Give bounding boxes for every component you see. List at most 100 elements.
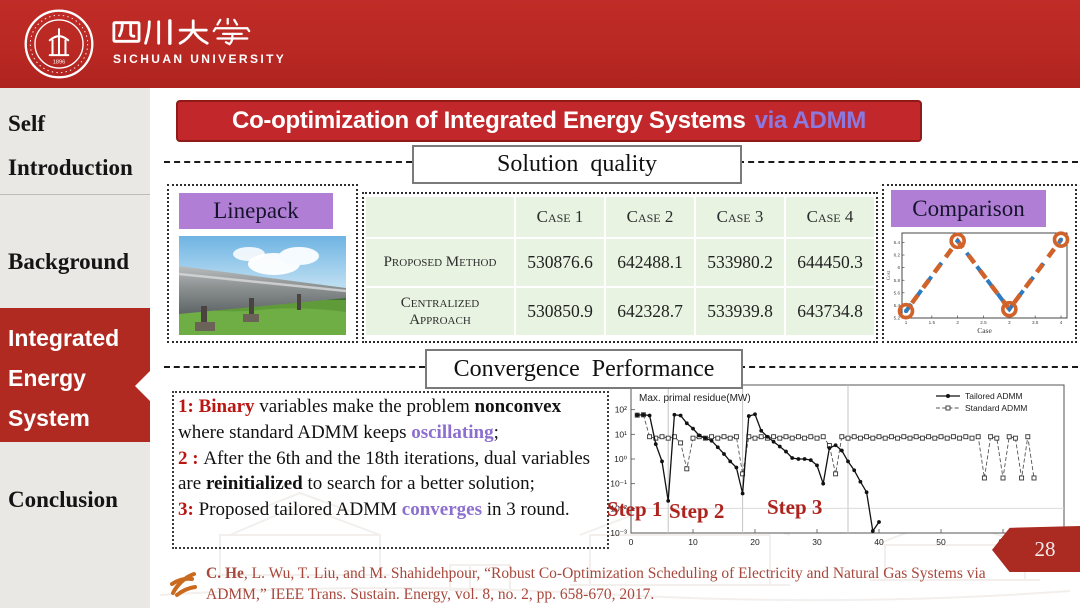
svg-text:5.8: 5.8 <box>894 278 901 283</box>
section-header-convergence: Convergence Performance <box>425 349 743 389</box>
notes-content: 1: Binary variables make the problem non… <box>178 394 602 523</box>
svg-text:5.6: 5.6 <box>894 290 901 295</box>
citation-segment: , L. Wu, T. Liu, and M. Shahidehpour, “R… <box>206 565 986 603</box>
note-segment: where standard ADMM keeps <box>178 421 412 443</box>
svg-text:4: 4 <box>1060 320 1063 325</box>
note-segment: converges <box>401 499 482 521</box>
sidebar-nav: Self Introduction Background Integrated … <box>0 88 150 608</box>
notes-panel <box>172 391 609 549</box>
table-header-cell: Case 2 <box>606 197 694 237</box>
svg-text:10⁰: 10⁰ <box>614 454 627 464</box>
dashed-rule <box>739 366 1078 368</box>
svg-text:10: 10 <box>688 537 698 547</box>
step-annotation: Step 2 <box>669 499 725 523</box>
table-row-label: Proposed Method <box>366 239 514 286</box>
table-header-cell: Case 4 <box>786 197 874 237</box>
note-segment: ; <box>493 421 499 443</box>
svg-text:Tailored ADMM: Tailored ADMM <box>965 391 1023 401</box>
slide-title-suffix: via ADMM <box>754 107 867 134</box>
svg-text:1.5: 1.5 <box>929 320 936 325</box>
note-segment: oscillating <box>411 421 494 443</box>
svg-text:6.2: 6.2 <box>894 253 901 258</box>
svg-text:6.4: 6.4 <box>894 240 901 245</box>
note-segment: After the 6th and the 18th iterations, d… <box>178 447 591 495</box>
svg-text:5.2: 5.2 <box>894 316 901 321</box>
table-cell: 530850.9 <box>516 288 604 335</box>
svg-text:3: 3 <box>1008 320 1011 325</box>
sidebar-item-conclusion[interactable]: Conclusion <box>8 487 118 512</box>
sidebar-divider <box>0 194 150 195</box>
comparison-chart: 5.2 5.4 5.6 5.8 6 6.2 6.4 1 1.5 2 2.5 3 … <box>887 231 1070 335</box>
linepack-label: Linepack <box>179 193 333 229</box>
sidebar-item-background[interactable]: Background <box>8 249 130 274</box>
note-segment: in 3 round. <box>481 499 570 521</box>
dashed-rule <box>738 161 1078 163</box>
sidebar-item-integrated-energy-system[interactable]: Integrated Energy System <box>0 308 150 442</box>
step-annotation: Step 3 <box>767 495 823 519</box>
note-segment: variables make the problem <box>254 396 475 417</box>
svg-text:Cost: Cost <box>887 270 892 280</box>
note-segment: 1: Binary <box>178 396 255 417</box>
table-cell: 533980.2 <box>696 239 784 286</box>
svg-text:20: 20 <box>750 537 760 547</box>
page-number-banner: 28 <box>992 526 1080 572</box>
svg-text:40: 40 <box>874 537 884 547</box>
step-annotation: Step 1 <box>607 497 663 521</box>
svg-text:10⁻³: 10⁻³ <box>610 528 627 538</box>
solution-table: Case 1 Case 2 Case 3 Case 4 Proposed Method 5… <box>366 197 874 335</box>
dashed-rule <box>164 366 425 368</box>
table-row-label: Centralized Approach <box>366 288 514 335</box>
note-segment: reinitialized <box>205 473 303 495</box>
svg-text:5.4: 5.4 <box>894 303 901 308</box>
svg-text:Max. primal residue(MW): Max. primal residue(MW) <box>639 393 751 404</box>
pipeline-photo <box>179 236 346 335</box>
table-cell: 642488.1 <box>606 239 694 286</box>
page-number: 28 <box>1034 536 1056 561</box>
table-cell: 644450.3 <box>786 239 874 286</box>
note-segment: Proposed tailored ADMM <box>198 499 402 521</box>
sichuan-university-seal-icon: 1896 <box>24 9 94 79</box>
svg-text:10⁻¹: 10⁻¹ <box>610 479 627 489</box>
table-cell: 530876.6 <box>516 239 604 286</box>
table-cell: 642328.7 <box>606 288 694 335</box>
note-line: 1: Binary variables make the problem non… <box>178 394 602 446</box>
note-segment: to search for a better solution; <box>302 473 535 495</box>
active-item-notch-icon <box>135 371 150 401</box>
svg-text:2.5: 2.5 <box>980 320 987 325</box>
svg-text:2: 2 <box>956 320 959 325</box>
sidebar-item-self-introduction[interactable]: Self Introduction <box>8 111 133 180</box>
note-segment: 2 : <box>178 447 204 469</box>
university-name-en: SICHUAN UNIVERSITY <box>113 52 287 66</box>
svg-text:0: 0 <box>629 537 634 547</box>
svg-text:10²: 10² <box>615 405 627 415</box>
dashed-rule <box>164 161 412 163</box>
university-name-cn <box>112 14 252 50</box>
slide-title-main: Co-optimization of Integrated Energy Sys… <box>232 107 746 134</box>
section-header-solution-quality: Solution quality <box>412 145 742 184</box>
table-panel <box>362 192 878 343</box>
svg-text:Case: Case <box>977 326 992 335</box>
linepack-panel <box>167 184 358 343</box>
table-header-cell: Case 3 <box>696 197 784 237</box>
svg-text:10¹: 10¹ <box>615 429 627 439</box>
university-header-banner: 1896 SICHUAN UNIVERSITY <box>0 0 1080 88</box>
table-header-cell: Case 1 <box>516 197 604 237</box>
table-cell: 533939.8 <box>696 288 784 335</box>
sidebar-item-label: Integrated Energy System <box>8 325 120 431</box>
svg-text:1: 1 <box>905 320 908 325</box>
citation-segment: C. He <box>206 565 244 582</box>
convergence-chart: 10³ 10² 10¹ 10⁰ 10⁻¹ 10⁻² 10⁻³ 0 10 20 3… <box>610 380 1065 547</box>
svg-text:10⁻²: 10⁻² <box>610 503 627 513</box>
reference-marker-icon <box>170 572 197 597</box>
note-segment: 3: <box>178 499 199 521</box>
svg-text:3.5: 3.5 <box>1032 320 1039 325</box>
comparison-panel <box>882 184 1077 343</box>
svg-text:Standard ADMM: Standard ADMM <box>965 403 1027 413</box>
svg-text:6: 6 <box>897 265 900 270</box>
note-segment: nonconvex <box>474 396 562 417</box>
svg-text:30: 30 <box>812 537 822 547</box>
seal-year: 1896 <box>53 59 65 65</box>
comparison-label: Comparison <box>891 190 1046 227</box>
slide-title: Co-optimization of Integrated Energy Sys… <box>176 100 922 142</box>
